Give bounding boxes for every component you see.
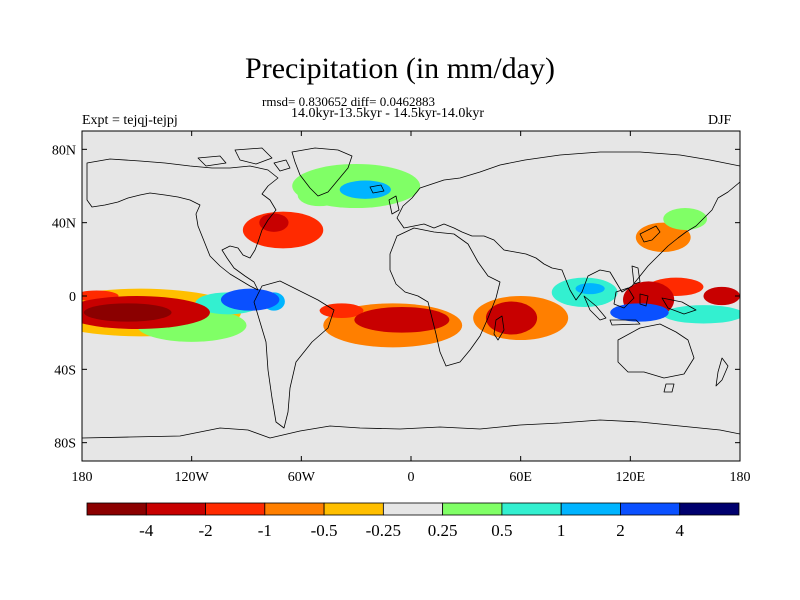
colorbar-swatch — [560, 502, 621, 516]
anomaly-region — [83, 303, 172, 322]
y-tick-label: 80N — [52, 143, 76, 158]
x-tick-label: 0 — [408, 470, 415, 485]
colorbar-swatch — [323, 502, 384, 516]
colorbar-swatch — [382, 502, 444, 516]
anomaly-region — [663, 305, 740, 324]
colorbar-label: 1 — [557, 521, 566, 540]
colorbar-label: 0.25 — [428, 521, 458, 540]
colorbar-label: 0.5 — [491, 521, 512, 540]
anomaly-region — [319, 303, 364, 318]
colorbar-label: -2 — [198, 521, 212, 540]
y-tick-label: 40N — [52, 217, 76, 232]
colorbar-swatch — [501, 502, 562, 516]
x-tick-label: 180 — [730, 470, 751, 485]
anomaly-region — [485, 301, 538, 335]
colorbar-label: -1 — [258, 521, 272, 540]
y-tick-label: 80S — [54, 437, 76, 452]
y-tick-label: 40S — [54, 363, 76, 378]
coastlines — [82, 147, 740, 439]
anomaly-field — [82, 164, 740, 348]
colorbar-label: -0.25 — [366, 521, 401, 540]
anomaly-region — [220, 288, 280, 311]
x-axis: 180 120W 60W 0 60E 120E 180 — [72, 131, 751, 485]
period-label: 14.0kyr-13.5kyr - 14.5kyr-14.0kyr — [291, 106, 485, 121]
anomaly-region — [663, 208, 708, 230]
colorbar-label: 4 — [675, 521, 684, 540]
x-tick-label: 180 — [72, 470, 93, 485]
x-tick-label: 120E — [616, 470, 646, 485]
colorbar-swatch — [620, 502, 681, 516]
colorbar-swatch — [679, 502, 740, 516]
colorbar-legend: -4 -2 -1 -0.5 -0.25 0.25 0.5 1 2 4 — [86, 502, 740, 540]
anomaly-region — [339, 180, 391, 199]
page-title: Precipitation (in mm/day) — [245, 52, 555, 85]
colorbar-swatch — [442, 502, 503, 516]
colorbar-swatch — [145, 502, 206, 516]
y-axis: 80N 40N 0 40S 80S — [52, 143, 740, 452]
anomaly-region — [354, 307, 450, 333]
x-tick-label: 60W — [288, 470, 316, 485]
stats-label: rmsd= 0.830652 diff= 0.0462883 — [262, 94, 435, 109]
x-tick-label: 60E — [509, 470, 532, 485]
anomaly-region — [703, 286, 740, 306]
anomaly-region — [575, 283, 605, 295]
anomaly-region — [610, 303, 669, 322]
x-tick-label: 120W — [175, 470, 210, 485]
colorbar-label: -0.5 — [311, 521, 338, 540]
colorbar-label: 2 — [616, 521, 625, 540]
experiment-label: Expt = tejqj-tejpj — [82, 113, 178, 128]
season-label: DJF — [708, 113, 732, 128]
colorbar-label: -4 — [139, 521, 154, 540]
y-tick-label: 0 — [69, 290, 76, 305]
colorbar-swatch — [86, 502, 147, 516]
colorbar-swatch — [264, 502, 325, 516]
colorbar-swatch — [205, 502, 266, 516]
anomaly-region — [259, 213, 289, 232]
anomaly-region — [635, 222, 691, 252]
